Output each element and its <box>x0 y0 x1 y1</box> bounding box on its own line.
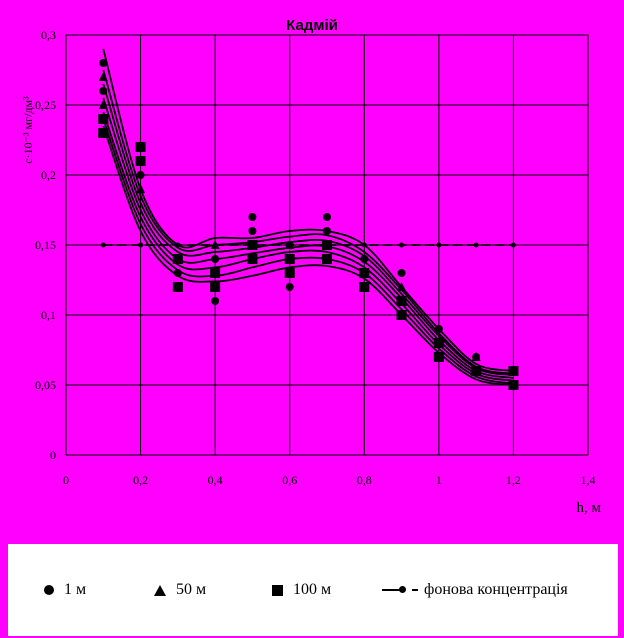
point-100m <box>284 268 295 278</box>
trend-curves <box>102 48 514 386</box>
legend-item-50m: 50 м <box>154 544 206 636</box>
point-1m <box>211 255 220 263</box>
point-100m <box>284 254 295 264</box>
x-tick-label: 0 <box>63 473 69 487</box>
point-1m <box>360 255 369 263</box>
point-100m <box>210 268 221 278</box>
y-tick-label: 0,1 <box>41 308 56 322</box>
point-100m <box>433 338 444 348</box>
point-100m <box>433 352 444 362</box>
point-1m <box>211 297 220 305</box>
point-100m <box>172 282 183 292</box>
background-point <box>175 242 181 248</box>
point-1m <box>323 227 331 235</box>
y-tick-label: 0 <box>50 448 56 462</box>
point-100m <box>359 268 370 278</box>
point-100m <box>210 282 221 292</box>
tick-labels: 0 0,2 0,4 0,6 0,8 1 1,2 1,4 0 0,05 0,1 0,15 0,2 0,25 0… <box>35 28 596 487</box>
point-100m <box>135 142 146 152</box>
triangle-marker-icon <box>154 584 166 596</box>
legend-label: 1 м <box>64 581 87 598</box>
point-100m <box>322 254 332 264</box>
point-50m <box>285 240 295 249</box>
y-tick-label: 0,2 <box>41 168 56 182</box>
point-100m <box>396 310 407 320</box>
trend-curve <box>102 97 514 379</box>
background-point <box>510 242 516 248</box>
legend-item-background: фонова концентрація <box>382 544 568 636</box>
chart-title: Кадмій <box>286 17 338 34</box>
point-50m <box>98 100 108 109</box>
x-axis-label: h, м <box>577 500 602 516</box>
background-point <box>436 242 442 248</box>
point-1m <box>173 269 182 277</box>
point-1m <box>323 213 331 221</box>
circle-marker-icon <box>44 585 54 595</box>
background-point <box>361 242 367 248</box>
x-tick-label: 0,2 <box>133 473 148 487</box>
x-tick-label: 1 <box>436 473 442 487</box>
point-100m <box>508 380 519 390</box>
point-1m <box>136 171 145 179</box>
legend-label: фонова концентрація <box>424 581 568 598</box>
background-point <box>138 242 144 248</box>
point-1m <box>397 269 406 277</box>
point-100m <box>471 366 482 376</box>
background-point <box>100 242 106 248</box>
point-50m <box>471 352 481 361</box>
background-point <box>473 242 479 248</box>
line-dot-marker-icon <box>382 585 420 595</box>
point-100m <box>508 366 519 376</box>
point-50m <box>136 184 146 193</box>
point-1m <box>99 87 108 95</box>
x-tick-label: 1,2 <box>506 473 521 487</box>
point-50m <box>397 282 407 291</box>
point-100m <box>135 156 146 166</box>
x-tick-label: 1,4 <box>581 473 596 487</box>
y-tick-label: 0,25 <box>35 98 56 112</box>
x-tick-label: 0,8 <box>357 473 372 487</box>
point-1m <box>248 227 257 235</box>
chart: 0 0,2 0,4 0,6 0,8 1 1,2 1,4 0 0,05 0,1 0,15 0,2 0,25 0… <box>21 17 602 516</box>
legend-item-100m: 100 м <box>272 544 331 636</box>
point-100m <box>247 240 258 250</box>
y-axis-label: c·10⁻³ мг/дм³ <box>21 96 35 164</box>
trend-curve <box>102 118 514 385</box>
data-points <box>98 59 519 390</box>
point-1m <box>434 325 443 333</box>
x-tick-label: 0,6 <box>282 473 297 487</box>
point-100m <box>98 114 109 124</box>
point-1m <box>99 59 108 67</box>
point-100m <box>359 282 370 292</box>
point-100m <box>172 254 183 264</box>
legend-label: 100 м <box>293 581 332 598</box>
legend: 1 м 50 м 100 м фонова концентрація <box>8 544 618 636</box>
square-marker-icon <box>272 584 283 596</box>
trend-curve <box>102 83 514 377</box>
y-tick-label: 0,05 <box>35 378 56 392</box>
point-1m <box>285 283 294 291</box>
legend-label: 50 м <box>176 581 207 598</box>
trend-curve <box>102 48 514 372</box>
point-100m <box>247 254 258 264</box>
y-tick-label: 0,3 <box>41 28 56 42</box>
y-tick-label: 0,15 <box>35 238 56 252</box>
background-point <box>399 242 405 248</box>
legend-item-1m: 1 м <box>44 544 86 636</box>
point-100m <box>98 128 109 138</box>
x-tick-label: 0,4 <box>208 473 223 487</box>
trend-curve <box>102 69 514 375</box>
point-50m <box>98 72 108 81</box>
point-1m <box>248 213 257 221</box>
point-100m <box>322 240 332 250</box>
point-50m <box>210 240 220 249</box>
point-100m <box>396 296 407 306</box>
